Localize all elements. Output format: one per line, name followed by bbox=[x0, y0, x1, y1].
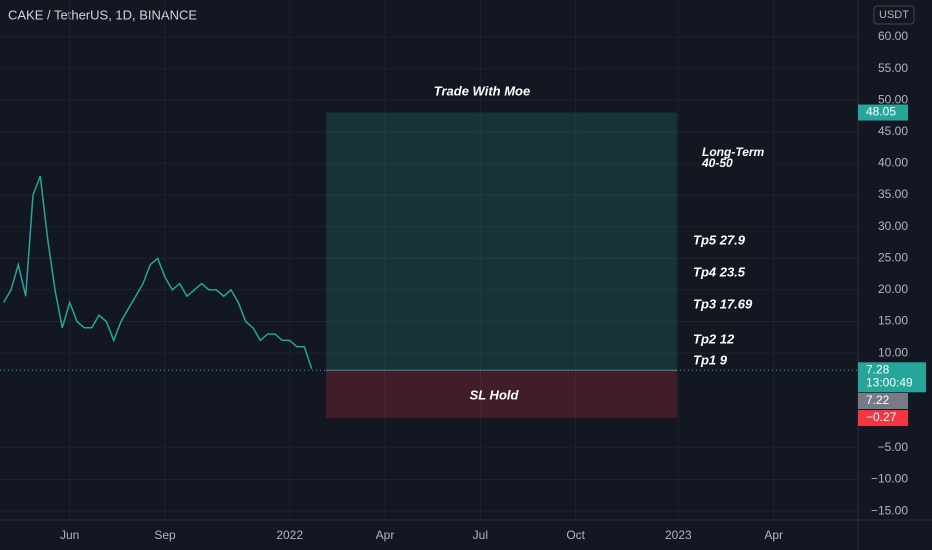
target-zone bbox=[326, 112, 677, 371]
y-tick-label: 25.00 bbox=[878, 250, 908, 264]
x-tick-label: Oct bbox=[566, 528, 585, 542]
annotation: 40-50 bbox=[701, 156, 733, 170]
x-tick-label: 2022 bbox=[276, 528, 303, 542]
currency-badge bbox=[873, 5, 915, 25]
last-label: 7.22 bbox=[866, 393, 890, 407]
y-tick-label: 50.00 bbox=[878, 92, 908, 106]
x-tick-label: 2023 bbox=[665, 528, 692, 542]
entry-bg bbox=[858, 362, 926, 393]
annotation: Tp4 23.5 bbox=[693, 264, 746, 279]
annotation: Trade With Moe bbox=[434, 83, 530, 98]
entry-label: 7.28 bbox=[866, 362, 890, 376]
y-tick-label: 55.00 bbox=[878, 61, 908, 75]
y-tick-label: 60.00 bbox=[878, 29, 908, 43]
y-tick-label: −10.00 bbox=[871, 472, 908, 486]
last-bg bbox=[858, 393, 908, 409]
y-tick-label: 45.00 bbox=[878, 124, 908, 138]
target-label: 48.05 bbox=[866, 105, 896, 119]
y-tick-label: −5.00 bbox=[878, 440, 909, 454]
annotation: Tp2 12 bbox=[693, 331, 735, 346]
x-tick-label: Apr bbox=[764, 528, 783, 542]
annotation: Long-Term bbox=[702, 145, 765, 159]
stop-bg bbox=[858, 410, 908, 427]
x-tick-label: Jun bbox=[60, 528, 79, 542]
annotation: Tp5 27.9 bbox=[693, 232, 746, 247]
y-tick-label: 40.00 bbox=[878, 156, 908, 170]
y-tick-label: 30.00 bbox=[878, 219, 908, 233]
timer-label: 13:00:49 bbox=[866, 375, 913, 389]
annotation-bg bbox=[698, 145, 772, 172]
y-tick-label: 10.00 bbox=[878, 345, 908, 359]
x-tick-label: Jul bbox=[473, 528, 488, 542]
price-line-series bbox=[3, 175, 313, 370]
y-tick-label: 15.00 bbox=[878, 314, 908, 328]
currency-label: USDT bbox=[879, 9, 909, 21]
y-tick-label: 20.00 bbox=[878, 282, 908, 296]
target-bg bbox=[858, 104, 908, 121]
y-tick-label: 35.00 bbox=[878, 187, 908, 201]
stop-zone bbox=[326, 370, 677, 419]
annotation: SL Hold bbox=[470, 387, 520, 402]
stop-label: −0.27 bbox=[866, 410, 897, 424]
annotation: Tp3 17.69 bbox=[693, 296, 753, 311]
x-tick-label: Sep bbox=[154, 528, 176, 542]
annotation: Tp1 9 bbox=[693, 352, 728, 367]
y-tick-label: −15.00 bbox=[871, 503, 908, 517]
x-tick-label: Apr bbox=[376, 528, 395, 542]
chart-title: CAKE / TetherUS, 1D, BINANCE bbox=[8, 7, 197, 22]
